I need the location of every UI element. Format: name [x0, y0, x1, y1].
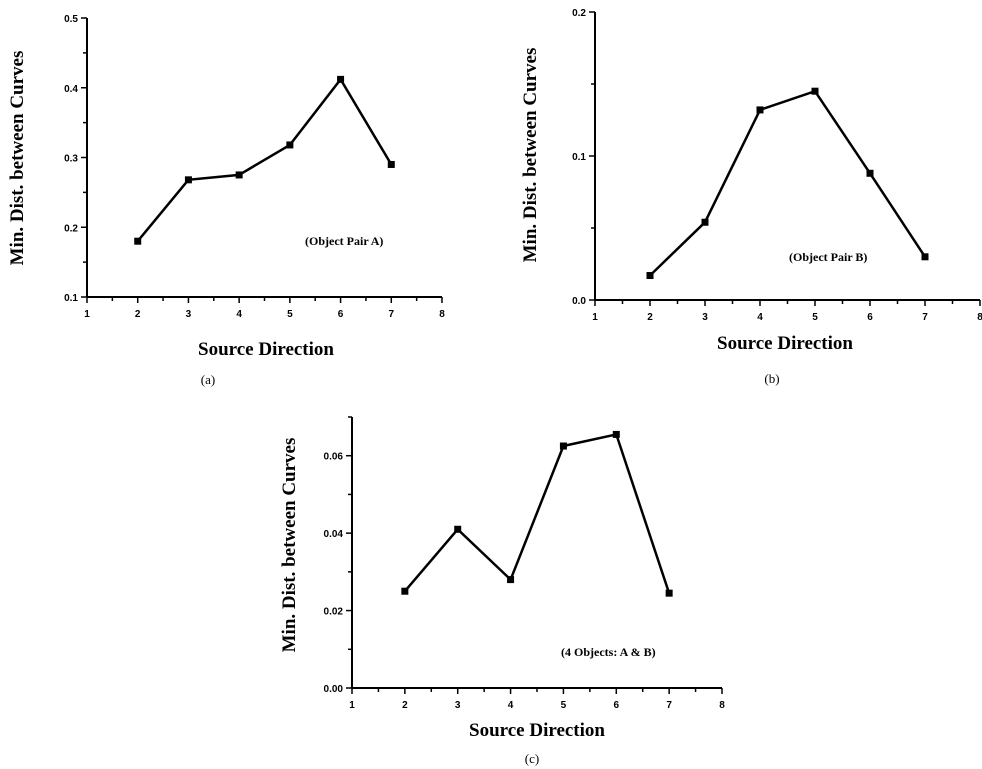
- x-tick-label: 7: [922, 312, 928, 323]
- chart-panel-c: Min. Dist. between Curves Source Directi…: [279, 416, 725, 766]
- panel-label: (b): [764, 371, 779, 386]
- x-tick-label: 1: [592, 312, 598, 323]
- x-tick-label: 4: [757, 312, 763, 323]
- data-point: [387, 160, 395, 168]
- x-tick-label: 6: [614, 700, 620, 711]
- x-axis-label: Source Direction: [717, 333, 853, 354]
- y-tick-label: 0.2: [572, 8, 586, 19]
- x-tick-label: 3: [455, 700, 461, 711]
- data-point: [235, 171, 243, 179]
- series-annotation: (Object Pair A): [305, 234, 383, 248]
- panel-label: (c): [525, 751, 539, 766]
- x-tick-label: 8: [719, 700, 725, 711]
- y-axis-label: Min. Dist. between Curves: [520, 48, 541, 263]
- data-point: [559, 442, 567, 450]
- y-axis-label: Min. Dist. between Curves: [7, 51, 28, 266]
- x-tick-label: 7: [666, 700, 672, 711]
- x-tick-label: 1: [349, 700, 355, 711]
- data-point: [921, 253, 929, 261]
- chart-panel-b: Min. Dist. between Curves Source Directi…: [520, 8, 982, 386]
- y-tick-label: 0.00: [324, 684, 344, 695]
- data-point: [665, 589, 673, 597]
- data-point: [337, 75, 345, 83]
- x-tick-label: 8: [439, 309, 445, 320]
- y-tick-label: 0.0: [572, 296, 586, 307]
- y-tick-label: 0.1: [64, 293, 78, 304]
- x-tick-label: 5: [561, 700, 567, 711]
- y-axis-label: Min. Dist. between Curves: [279, 438, 300, 653]
- x-tick-label: 3: [702, 312, 708, 323]
- x-tick-label: 7: [389, 309, 395, 320]
- data-point: [134, 237, 142, 245]
- y-tick-label: 0.3: [64, 154, 78, 165]
- series-annotation: (Object Pair B): [789, 250, 867, 264]
- data-point: [401, 587, 409, 595]
- data-point: [507, 576, 515, 584]
- series-annotation: (4 Objects: A & B): [561, 645, 656, 659]
- data-point: [612, 430, 620, 438]
- data-point: [184, 176, 192, 184]
- x-tick-label: 6: [338, 309, 344, 320]
- x-axis-label: Source Direction: [198, 339, 334, 360]
- x-tick-label: 4: [508, 700, 514, 711]
- x-tick-label: 8: [977, 312, 982, 323]
- panel-label: (a): [201, 372, 215, 387]
- chart-panel-a: Min. Dist. between Curves Source Directi…: [7, 14, 445, 387]
- y-tick-label: 0.4: [64, 84, 78, 95]
- x-axis-label: Source Direction: [469, 720, 605, 741]
- data-point: [286, 141, 294, 149]
- y-tick-label: 0.5: [64, 14, 78, 25]
- data-point: [701, 218, 709, 226]
- data-point: [866, 169, 874, 177]
- x-tick-label: 6: [867, 312, 873, 323]
- data-point: [454, 525, 462, 533]
- y-tick-label: 0.06: [324, 452, 344, 463]
- series-line: [136, 77, 393, 242]
- x-tick-label: 2: [402, 700, 408, 711]
- x-tick-label: 3: [186, 309, 192, 320]
- data-point: [756, 106, 764, 114]
- x-tick-label: 2: [647, 312, 653, 323]
- x-tick-label: 4: [236, 309, 242, 320]
- data-point: [811, 87, 819, 95]
- data-point: [646, 272, 654, 280]
- y-tick-label: 0.2: [64, 223, 78, 234]
- x-tick-label: 5: [812, 312, 818, 323]
- x-tick-label: 1: [84, 309, 90, 320]
- series-line: [649, 89, 927, 277]
- x-tick-label: 5: [287, 309, 293, 320]
- x-tick-label: 2: [135, 309, 141, 320]
- y-tick-label: 0.02: [324, 607, 344, 618]
- y-tick-label: 0.1: [572, 152, 586, 163]
- series-line: [403, 432, 671, 594]
- y-tick-label: 0.04: [324, 529, 344, 540]
